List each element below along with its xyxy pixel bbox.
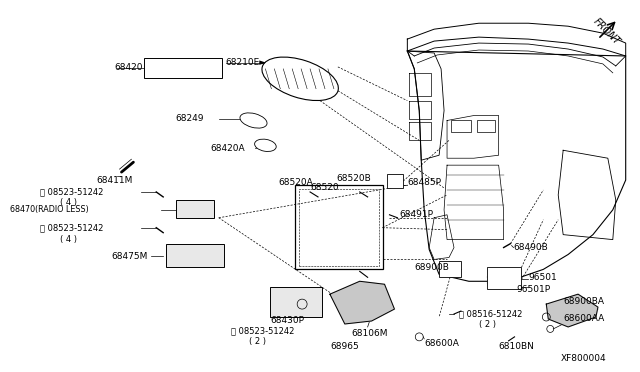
Text: 68965: 68965 — [330, 342, 358, 351]
Text: XF800004: XF800004 — [561, 354, 607, 363]
Ellipse shape — [240, 113, 267, 128]
Text: 68600A: 68600A — [424, 339, 459, 348]
FancyBboxPatch shape — [487, 267, 522, 289]
Text: 68411M: 68411M — [97, 176, 133, 185]
Text: 68420: 68420 — [115, 63, 143, 73]
Text: 68900BA: 68900BA — [563, 296, 604, 306]
Text: 68490B: 68490B — [513, 243, 548, 252]
Text: ( 2 ): ( 2 ) — [248, 337, 266, 346]
Text: ( 4 ): ( 4 ) — [60, 235, 77, 244]
FancyBboxPatch shape — [176, 200, 214, 218]
Text: 96501P: 96501P — [516, 285, 550, 294]
FancyBboxPatch shape — [166, 244, 224, 267]
Text: 68106M: 68106M — [352, 329, 388, 339]
Text: 68600AA: 68600AA — [563, 314, 604, 324]
Text: 68249: 68249 — [175, 114, 204, 123]
Text: 68475M: 68475M — [111, 252, 148, 261]
Text: Ⓢ 08523-51242: Ⓢ 08523-51242 — [230, 326, 294, 336]
FancyBboxPatch shape — [439, 262, 461, 277]
Text: 68520A: 68520A — [278, 177, 313, 186]
Text: 68485P: 68485P — [407, 177, 442, 186]
Ellipse shape — [262, 57, 339, 100]
Polygon shape — [547, 294, 598, 327]
FancyBboxPatch shape — [387, 174, 403, 188]
Text: 68210E►: 68210E► — [226, 58, 267, 67]
Text: 68420A: 68420A — [211, 144, 246, 153]
Text: 68520B: 68520B — [336, 174, 371, 183]
Text: 96501: 96501 — [529, 273, 557, 282]
Text: Ⓢ 08523-51242: Ⓢ 08523-51242 — [40, 223, 104, 232]
Text: FRONT: FRONT — [591, 16, 621, 46]
Text: 68491P: 68491P — [399, 210, 433, 219]
Text: Ⓢ 08516-51242: Ⓢ 08516-51242 — [459, 310, 522, 318]
Text: Ⓢ 08523-51242: Ⓢ 08523-51242 — [40, 187, 104, 196]
Text: ( 4 ): ( 4 ) — [60, 198, 77, 207]
Text: 68430P: 68430P — [270, 317, 305, 326]
Text: 6810BN: 6810BN — [499, 342, 534, 351]
Polygon shape — [330, 281, 394, 324]
Ellipse shape — [255, 139, 276, 151]
FancyBboxPatch shape — [270, 287, 322, 317]
Text: 68470(RADIO LESS): 68470(RADIO LESS) — [10, 205, 89, 214]
Text: 68900B: 68900B — [414, 263, 449, 272]
Text: ( 2 ): ( 2 ) — [479, 320, 496, 330]
Text: 68520: 68520 — [310, 183, 339, 192]
